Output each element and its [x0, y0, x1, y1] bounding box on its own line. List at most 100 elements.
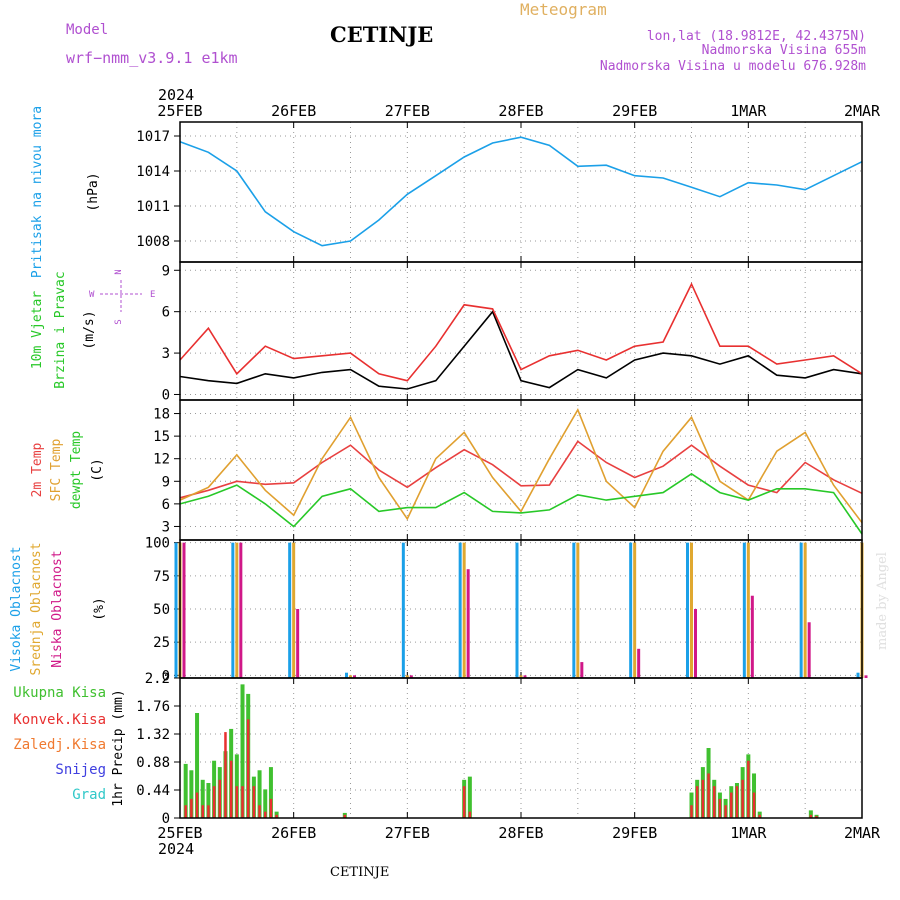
precip-bar: [224, 732, 227, 818]
cloud-bar: [742, 542, 746, 678]
precip-legend-2: Konvek.Kisa: [13, 712, 106, 728]
cloud-bar: [799, 542, 803, 678]
precip-bar: [815, 816, 818, 818]
cloud-bar: [576, 542, 580, 678]
y-tick-label: 1.32: [136, 727, 170, 743]
precip-bar: [184, 805, 187, 818]
time-tick-label-top: 28FEB: [498, 102, 543, 120]
precip-bar: [741, 779, 744, 818]
precip-bar: [229, 760, 233, 818]
precip-bar: [263, 789, 268, 818]
precip-unit: 1hr Precip (mm): [111, 689, 126, 806]
y-tick-label: 25: [153, 635, 170, 651]
sfc-temp-ylabel: SFC Temp: [49, 439, 64, 502]
cloud-bar: [694, 609, 697, 678]
precip-bar: [468, 811, 472, 818]
y-tick-label: 3: [162, 346, 170, 362]
time-tick-label-bottom: 25FEB: [157, 824, 202, 842]
precip-bar: [206, 783, 211, 818]
cloud-bar: [690, 542, 693, 678]
precip-bar: [264, 811, 267, 818]
precip-bar: [275, 814, 278, 818]
time-tick-label-top: 26FEB: [271, 102, 316, 120]
model-altitude-label: Nadmorska Visina u modelu 676.928m: [600, 59, 866, 74]
panel-frame: [179, 677, 863, 819]
y-tick-label: 1014: [136, 164, 170, 180]
precip-bar: [212, 786, 216, 818]
precip-bar: [701, 779, 705, 818]
series-line-1: [179, 440, 863, 499]
precip-bar: [462, 786, 466, 818]
y-tick-label: 1.76: [136, 699, 170, 715]
y-tick-label: 0.88: [136, 755, 170, 771]
y-tick-label: 1008: [136, 234, 170, 250]
precip-bar: [712, 786, 716, 818]
cloud-bar: [288, 542, 292, 678]
cloud-bar: [519, 675, 523, 678]
cloud-bar: [292, 542, 296, 678]
cloud-bar: [231, 542, 235, 678]
time-tick-label-bottom: 27FEB: [385, 824, 430, 842]
precip-bar: [240, 684, 245, 818]
pressure-ylabel: Pritisak na nivou mora: [30, 106, 45, 278]
precip-bar: [695, 786, 699, 818]
cloud-bar: [637, 648, 641, 678]
cloud-bar: [349, 675, 352, 678]
precip-bar: [752, 792, 756, 818]
cloud-bar: [864, 675, 868, 678]
precip-bar: [808, 810, 813, 818]
y-tick-label: 12: [153, 452, 170, 468]
y-tick-label: 18: [153, 407, 170, 423]
cloud-bar: [856, 672, 860, 678]
wind-ylabel: 10m Vjetar: [30, 291, 45, 369]
precip-legend-4: Snijeg: [55, 762, 106, 778]
y-tick-label: 1017: [136, 129, 170, 145]
precip-bar: [189, 770, 194, 818]
y-tick-label: 15: [153, 429, 170, 445]
precip-bar: [235, 786, 239, 818]
precip-bar: [718, 798, 722, 818]
y-tick-label: 9: [162, 263, 170, 279]
cloud-bar: [353, 675, 356, 678]
cloud-bar: [182, 542, 186, 678]
precip-bar: [241, 786, 244, 818]
precip-bar: [246, 719, 250, 818]
pressure-unit: (hPa): [86, 172, 101, 211]
cloud-bar: [401, 542, 405, 678]
y-tick-label: 6: [162, 305, 170, 321]
series-line-1: [179, 136, 863, 247]
cloud-bar: [235, 542, 239, 678]
cloud-unit: (%): [92, 597, 107, 620]
time-tick-label-top: 27FEB: [385, 102, 430, 120]
precip-bar: [690, 805, 693, 818]
compass-south: S: [114, 319, 124, 324]
cloud-bar: [174, 542, 178, 678]
compass-north: N: [114, 269, 124, 274]
precip-bar: [195, 792, 199, 818]
time-tick-label-top: 1MAR: [730, 102, 767, 120]
cloud-bar: [345, 672, 348, 678]
y-tick-label: 3: [162, 519, 170, 535]
time-tick-label-bottom: 1MAR: [730, 824, 767, 842]
compass-east: E: [150, 290, 155, 300]
precip-bar: [183, 763, 188, 818]
precip-bar: [735, 786, 739, 818]
time-tick-label-top: 29FEB: [612, 102, 657, 120]
precip-legend-5: Grad: [72, 787, 106, 803]
precip-bar: [758, 814, 761, 818]
cloud-bar: [572, 542, 576, 678]
temp2m-ylabel: 2m Temp: [30, 442, 45, 497]
wind-unit: (m/s): [82, 310, 97, 349]
precip-bar: [252, 786, 256, 818]
precip-bar: [747, 760, 750, 818]
precip-bar: [200, 779, 205, 818]
temp-unit: (C): [90, 458, 105, 481]
y-tick-label: 0: [162, 668, 170, 684]
meteogram-title: Meteogram: [520, 0, 607, 19]
precip-bar: [730, 792, 733, 818]
cloud-bar: [686, 542, 689, 678]
cloud-bar: [750, 595, 754, 678]
precip-bar: [724, 805, 727, 818]
y-tick-label: 100: [145, 536, 170, 552]
